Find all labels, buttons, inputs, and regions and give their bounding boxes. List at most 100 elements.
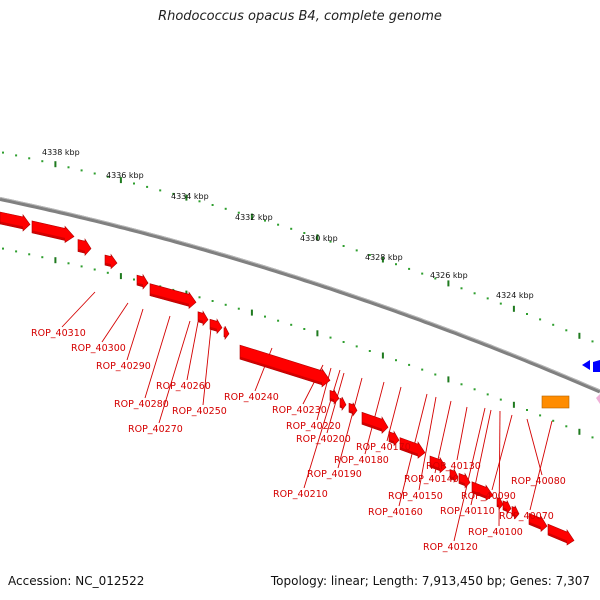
gene-label: ROP_40260 bbox=[156, 381, 211, 392]
leader-line bbox=[491, 414, 513, 491]
inner-ruler-minor-tick bbox=[460, 383, 463, 386]
outer-ruler-minor-tick bbox=[28, 157, 31, 160]
gene-features bbox=[0, 211, 600, 546]
ruler-label: 4336 kbp bbox=[106, 171, 144, 180]
inner-ruler-minor-tick bbox=[434, 373, 437, 376]
outer-ruler-minor-tick bbox=[421, 272, 424, 275]
inner-ruler-minor-tick bbox=[67, 262, 70, 265]
gene-arrow bbox=[502, 500, 512, 515]
gene-arrow bbox=[239, 344, 331, 388]
gene-arrow bbox=[136, 273, 149, 290]
leader-line bbox=[202, 327, 212, 406]
outer-ruler-minor-tick bbox=[133, 182, 135, 185]
leader-line bbox=[126, 308, 144, 361]
leader-line bbox=[61, 291, 96, 328]
outer-ruler-minor-tick bbox=[355, 249, 358, 252]
gene-label: ROP_40230 bbox=[272, 405, 327, 416]
gene-arrow bbox=[31, 220, 75, 243]
outer-ruler-major-tick bbox=[119, 177, 122, 184]
outer-ruler-major-tick bbox=[578, 332, 581, 339]
outer-ruler-minor-tick bbox=[460, 287, 463, 290]
gene-arrow bbox=[329, 388, 340, 405]
genome-summary-text: Topology: linear; Length: 7,913,450 bp; … bbox=[270, 574, 590, 588]
gene-label: ROP_40220 bbox=[286, 421, 341, 432]
inner-ruler-minor-tick bbox=[28, 253, 31, 256]
gene-label: ROP_40170 bbox=[356, 442, 411, 453]
ruler-label: 4326 kbp bbox=[430, 271, 468, 280]
outer-ruler-minor-tick bbox=[473, 292, 476, 295]
inner-ruler-minor-tick bbox=[342, 341, 345, 343]
gene-label: ROP_40110 bbox=[440, 506, 495, 517]
ruler-label: 4338 kbp bbox=[42, 148, 80, 157]
other-gene-arrow bbox=[596, 394, 600, 404]
other-gene-arrow bbox=[593, 360, 600, 372]
gene-arrow bbox=[496, 496, 504, 511]
inner-ruler-minor-tick bbox=[290, 323, 293, 326]
gene-label: ROP_40200 bbox=[296, 434, 351, 445]
outer-ruler-major-tick bbox=[185, 194, 188, 201]
inner-ruler-major-tick bbox=[250, 309, 253, 316]
outer-ruler-major-tick bbox=[512, 305, 515, 312]
inner-ruler-minor-tick bbox=[395, 359, 397, 362]
ruler-label: 4334 kbp bbox=[171, 192, 209, 201]
inner-ruler-minor-tick bbox=[237, 307, 240, 310]
inner-ruler-minor-tick bbox=[368, 350, 371, 352]
outer-ruler-minor-tick bbox=[539, 318, 542, 321]
genome-backbone bbox=[0, 197, 600, 394]
ruler-label: 4328 kbp bbox=[365, 253, 403, 262]
outer-ruler-major-tick bbox=[447, 280, 450, 287]
outer-ruler-minor-tick bbox=[552, 323, 555, 326]
inner-ruler-minor-tick bbox=[277, 319, 280, 322]
inner-ruler-minor-tick bbox=[211, 300, 214, 302]
accession-text: Accession: NC_012522 bbox=[8, 574, 145, 588]
gene-label: ROP_40160 bbox=[368, 507, 423, 518]
genome-backbone-highlight bbox=[0, 196, 600, 391]
gene-arrow bbox=[399, 437, 426, 459]
outer-ruler-major-tick bbox=[316, 234, 319, 241]
inner-ruler-major-tick bbox=[447, 376, 450, 383]
gene-label: ROP_40280 bbox=[114, 399, 169, 410]
inner-ruler-minor-tick bbox=[198, 296, 201, 299]
outer-ruler-minor-tick bbox=[486, 297, 489, 300]
outer-ruler-minor-tick bbox=[591, 340, 594, 343]
gene-arrow bbox=[449, 468, 459, 483]
outer-ruler-minor-tick bbox=[565, 329, 568, 332]
map-title: Rhodococcus opacus B4, complete genome bbox=[158, 9, 442, 24]
outer-ruler-major-tick bbox=[250, 213, 253, 220]
inner-ruler-minor-tick bbox=[2, 247, 4, 250]
inner-ruler-minor-tick bbox=[80, 265, 83, 268]
inner-ruler-minor-tick bbox=[552, 419, 555, 422]
inner-ruler-minor-tick bbox=[499, 398, 502, 401]
outer-ruler-minor-tick bbox=[15, 154, 18, 157]
gene-arrow bbox=[471, 481, 494, 501]
leader-line bbox=[316, 367, 332, 421]
outer-ruler-minor-tick bbox=[211, 204, 214, 206]
gene-label: ROP_40270 bbox=[128, 424, 183, 435]
outer-ruler-minor-tick bbox=[159, 189, 162, 192]
leader-line bbox=[456, 406, 468, 461]
outer-ruler-minor-tick bbox=[264, 219, 266, 222]
leader-lines bbox=[61, 291, 553, 542]
gene-arrow bbox=[197, 310, 209, 327]
gene-arrow bbox=[0, 211, 31, 232]
outer-ruler-minor-tick bbox=[80, 169, 83, 172]
ruler-label: 4330 kbp bbox=[300, 234, 338, 243]
leader-line bbox=[418, 396, 437, 491]
inner-ruler-minor-tick bbox=[133, 278, 135, 281]
ruler-labels: 4338 kbp 4336 kbp 4334 kbp 4332 kbp 4330 kbp… bbox=[42, 148, 534, 300]
inner-ruler-minor-tick bbox=[526, 409, 528, 411]
gene-arrow bbox=[511, 505, 520, 520]
outer-ruler-minor-tick bbox=[499, 302, 502, 305]
inner-ruler-major-tick bbox=[316, 330, 319, 337]
inner-ruler-minor-tick bbox=[408, 363, 411, 366]
inner-ruler-major-tick bbox=[381, 352, 384, 359]
gene-arrow bbox=[104, 253, 118, 270]
gene-label: ROP_40240 bbox=[224, 392, 279, 403]
gene-label: ROP_40080 bbox=[511, 476, 566, 487]
inner-ruler-minor-tick bbox=[473, 388, 476, 391]
gene-label: ROP_40070 bbox=[499, 511, 554, 522]
gene-label: ROP_40310 bbox=[31, 328, 86, 339]
gene-label: ROP_40140 bbox=[404, 474, 459, 485]
gene-label: ROP_40290 bbox=[96, 361, 151, 372]
